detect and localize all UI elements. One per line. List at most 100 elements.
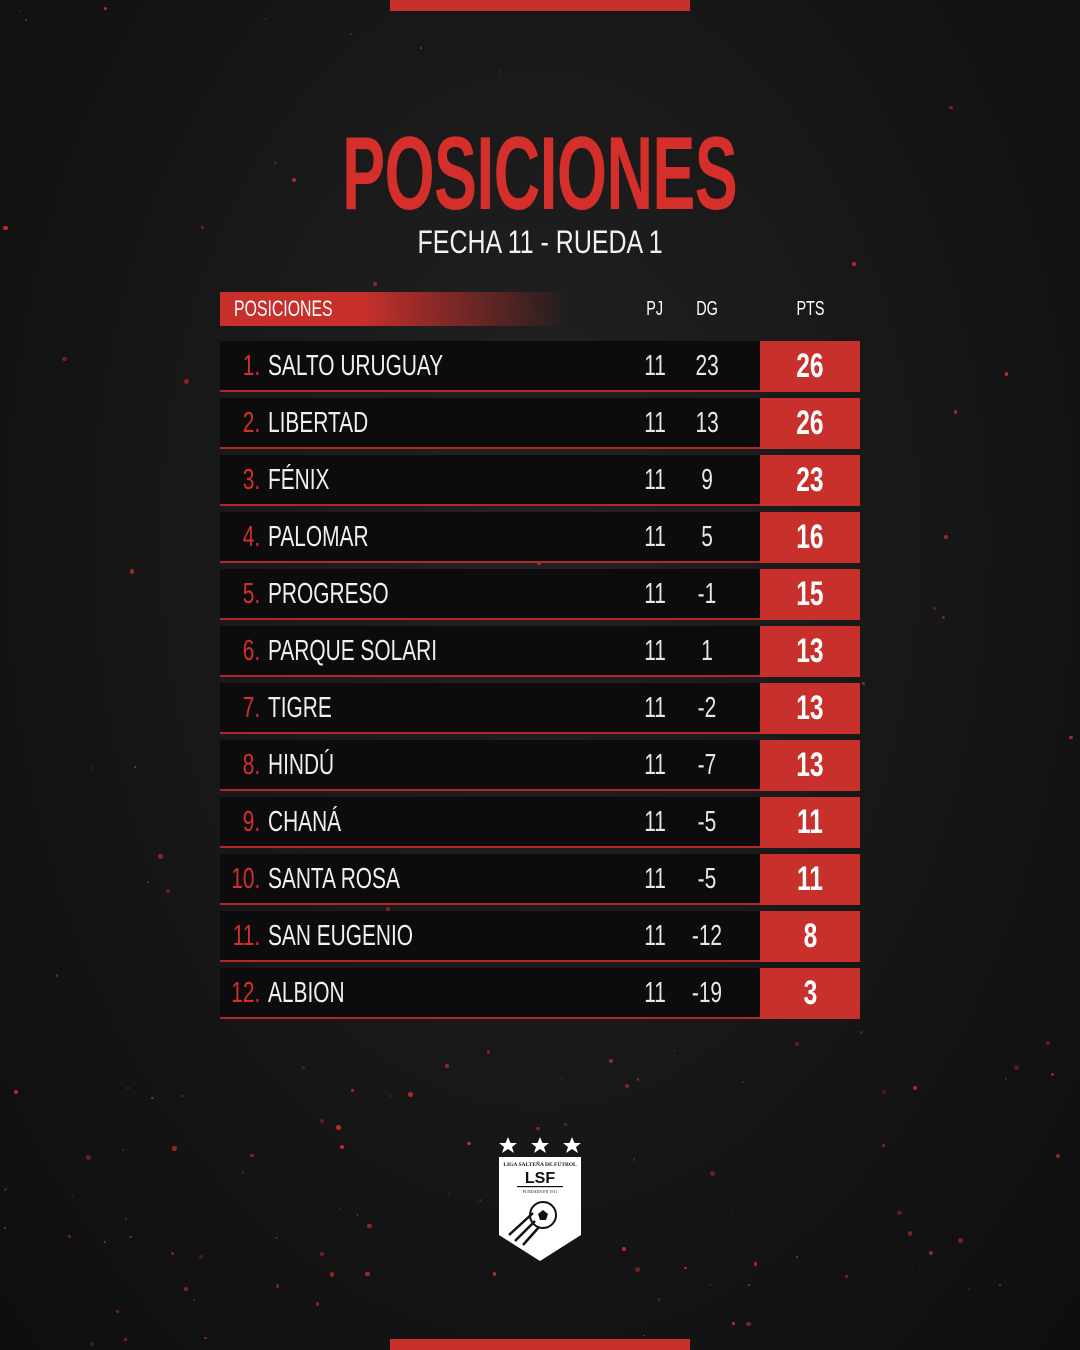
particle: [121, 1148, 125, 1152]
particle: [356, 1214, 359, 1216]
particle: [123, 1338, 127, 1342]
particle: [1050, 1072, 1054, 1076]
particle: [389, 1094, 392, 1097]
particle: [420, 47, 422, 50]
particle: [957, 1238, 963, 1244]
row-background: [220, 569, 760, 620]
row-background: [220, 740, 760, 791]
particle: [250, 1153, 255, 1158]
svg-text:LIGA SALTEÑA DE FÚTBOL: LIGA SALTEÑA DE FÚTBOL: [503, 1160, 577, 1168]
particle: [124, 1218, 127, 1221]
particle: [408, 1092, 413, 1098]
particle: [25, 19, 28, 22]
star-icons: [499, 1137, 581, 1153]
particle: [367, 1223, 372, 1229]
particle: [204, 1336, 207, 1340]
particle: [184, 379, 189, 385]
points-badge: 11: [760, 854, 860, 905]
goal-diff-value: 23: [695, 350, 719, 382]
particle: [561, 1077, 564, 1080]
particle: [340, 1208, 342, 1210]
particle: [3, 225, 8, 231]
page-subtitle: FECHA 11 - RUEDA 1: [417, 224, 663, 260]
goal-diff-value: 5: [701, 521, 713, 553]
played-value: 11: [644, 863, 666, 895]
points-badge: 11: [760, 797, 860, 848]
table-row: 1. SALTO URUGUAY 11 23 26: [220, 341, 860, 392]
position-number: 5.: [242, 578, 260, 610]
particle: [349, 32, 352, 35]
particle: [933, 607, 936, 611]
particle: [929, 1251, 934, 1256]
particle: [445, 1064, 449, 1068]
particle: [1004, 371, 1009, 376]
particle: [19, 10, 22, 13]
particle: [319, 1119, 324, 1124]
particle: [170, 1251, 174, 1255]
page-title: POSICIONES: [342, 116, 738, 232]
particle: [882, 1143, 886, 1147]
particle: [127, 1087, 129, 1089]
row-background: [220, 398, 760, 449]
particle: [336, 1124, 342, 1130]
particle: [949, 106, 953, 110]
particle: [199, 1254, 204, 1259]
points-badge: 23: [760, 455, 860, 506]
particle: [748, 1284, 751, 1286]
particle: [636, 1078, 639, 1081]
particle: [621, 1247, 626, 1252]
particle: [275, 1284, 280, 1288]
particle: [942, 615, 946, 620]
table-row: 10. SANTA ROSA 11 -5 11: [220, 854, 860, 905]
goal-diff-value: 1: [701, 635, 713, 667]
particle: [129, 569, 135, 574]
particle: [881, 1090, 886, 1094]
particle: [1069, 735, 1073, 740]
points-badge: 26: [760, 341, 860, 392]
particle: [1055, 1154, 1060, 1159]
particle: [180, 1094, 183, 1097]
position-number: 11.: [232, 920, 260, 952]
team-name: FÉNIX: [268, 464, 330, 496]
position-number: 4.: [242, 521, 260, 553]
row-background: [220, 512, 760, 563]
particle: [201, 226, 205, 230]
particle: [158, 854, 163, 859]
played-value: 11: [644, 635, 666, 667]
particle: [372, 281, 377, 286]
column-header-dg: DG: [696, 298, 718, 320]
particle: [919, 1268, 921, 1270]
particle: [339, 1144, 345, 1150]
particle: [478, 1199, 482, 1203]
column-header-pj: PJ: [646, 298, 664, 320]
table-header: POSICIONES PJ DG PTS: [220, 292, 860, 326]
points-badge: 13: [760, 740, 860, 791]
column-header-team: POSICIONES: [220, 292, 570, 326]
particle: [3, 1227, 6, 1230]
particle: [104, 1240, 107, 1243]
points-badge: 13: [760, 683, 860, 734]
goal-diff-value: -1: [697, 578, 717, 610]
table-row: 6. PARQUE SOLARI 11 1 13: [220, 626, 860, 677]
particle: [953, 409, 958, 414]
position-number: 9.: [242, 806, 260, 838]
played-value: 11: [644, 464, 666, 496]
goal-diff-value: 9: [701, 464, 713, 496]
particle: [447, 1193, 449, 1195]
played-value: 11: [644, 578, 666, 610]
table-row: 5. PROGRESO 11 -1 15: [220, 569, 860, 620]
played-value: 11: [644, 521, 666, 553]
particle: [241, 1171, 244, 1175]
particle: [608, 1058, 613, 1063]
particle: [351, 1088, 355, 1092]
particle: [3, 1187, 8, 1192]
position-number: 6.: [242, 635, 260, 667]
svg-text:LSF: LSF: [525, 1170, 555, 1187]
row-background: [220, 797, 760, 848]
particle: [146, 881, 149, 884]
column-header-pts: PTS: [795, 298, 825, 320]
particle: [364, 1271, 370, 1277]
position-number: 7.: [242, 692, 260, 724]
particle: [536, 1127, 540, 1131]
particle: [67, 1234, 72, 1239]
